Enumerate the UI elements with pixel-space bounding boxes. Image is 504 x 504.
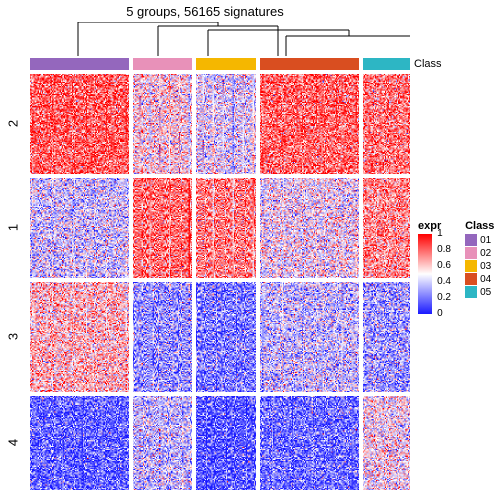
heatmap-grid xyxy=(30,74,410,490)
class-strip-label: Class xyxy=(414,58,442,70)
row-group-labels: 2 1 3 4 xyxy=(0,74,26,490)
heatmap-cell xyxy=(260,282,359,392)
class-strip-segment xyxy=(260,58,359,70)
class-label-text: 03 xyxy=(480,261,491,272)
class-label-text: 02 xyxy=(480,248,491,259)
heatmap-cell xyxy=(133,396,192,490)
plot-title: 5 groups, 56165 signatures xyxy=(0,4,410,19)
heatmap-cell xyxy=(133,178,192,278)
expr-tick-labels: 10.80.60.40.20 xyxy=(435,234,457,314)
row-group-label: 3 xyxy=(6,324,21,350)
class-legend-row: 05 xyxy=(465,286,494,298)
class-legend-row: 04 xyxy=(465,273,494,285)
heatmap-cell xyxy=(260,178,359,278)
class-label-text: 01 xyxy=(480,235,491,246)
row-group-label: 1 xyxy=(6,215,21,241)
class-strip-segment xyxy=(363,58,410,70)
row-group-label: 2 xyxy=(6,111,21,137)
expr-tick: 0.8 xyxy=(437,245,451,255)
class-strip-segment xyxy=(196,58,255,70)
heatmap-cell xyxy=(133,74,192,174)
class-strip-segment xyxy=(133,58,192,70)
heatmap-cell xyxy=(30,178,129,278)
heatmap-cell xyxy=(30,74,129,174)
column-dendrogram xyxy=(30,22,410,56)
class-swatch xyxy=(465,247,477,259)
expr-tick: 0.2 xyxy=(437,293,451,303)
class-strip-segment xyxy=(30,58,129,70)
class-color-strip xyxy=(30,58,410,70)
heatmap-cell xyxy=(133,282,192,392)
heatmap-cell xyxy=(363,396,410,490)
class-legend-items: 01 02 03 04 05 xyxy=(465,234,494,298)
expr-tick: 0 xyxy=(437,309,443,319)
class-swatch xyxy=(465,286,477,298)
heatmap-cell xyxy=(260,396,359,490)
class-legend: Class 01 02 03 04 05 xyxy=(465,220,494,314)
legend-panel: expr 10.80.60.40.20 Class 0102030405 xyxy=(418,220,502,322)
heatmap-cell xyxy=(30,282,129,392)
expr-gradient-bar xyxy=(418,234,432,314)
class-label-text: 05 xyxy=(480,287,491,298)
expr-tick: 0.6 xyxy=(437,261,451,271)
heatmap-cell xyxy=(363,282,410,392)
class-label-text: 04 xyxy=(480,274,491,285)
class-swatch xyxy=(465,234,477,246)
class-legend-row: 01 xyxy=(465,234,494,246)
row-group-label: 4 xyxy=(6,430,21,456)
heatmap-cell xyxy=(196,396,255,490)
class-swatch xyxy=(465,260,477,272)
class-swatch xyxy=(465,273,477,285)
heatmap-cell xyxy=(260,74,359,174)
class-legend-title: Class xyxy=(465,220,494,232)
heatmap-cell xyxy=(363,178,410,278)
heatmap-cell xyxy=(196,74,255,174)
class-legend-row: 03 xyxy=(465,260,494,272)
expr-tick: 1 xyxy=(437,229,443,239)
expr-legend: expr 10.80.60.40.20 xyxy=(418,220,457,314)
heatmap-cell xyxy=(363,74,410,174)
heatmap-cell xyxy=(30,396,129,490)
heatmap-cell xyxy=(196,178,255,278)
class-legend-row: 02 xyxy=(465,247,494,259)
expr-tick: 0.4 xyxy=(437,277,451,287)
heatmap-cell xyxy=(196,282,255,392)
